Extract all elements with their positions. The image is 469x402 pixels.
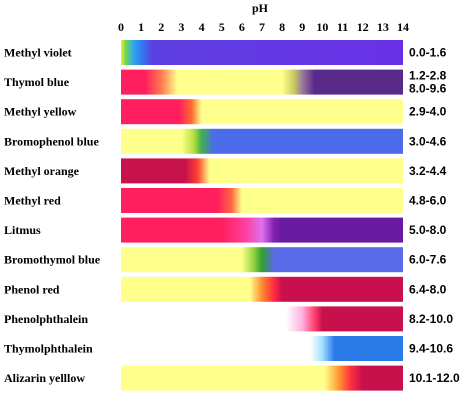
tick-label-7: 7: [259, 20, 265, 34]
indicator-range: 2.9-4.0: [409, 105, 447, 119]
tick-label-14: 14: [397, 20, 409, 34]
indicator-name: Phenolphthalein: [4, 312, 88, 326]
tick-label-13: 13: [377, 20, 389, 34]
indicator-range: 3.2-4.4: [409, 164, 447, 178]
indicator-range: 10.1-12.0: [409, 371, 460, 385]
bar-methyl-red: [121, 188, 403, 213]
x-axis-ticks: 0 1 2 3 4 5 6 7 8 9 10 11 12 13 14: [118, 20, 409, 34]
indicator-name: Bromophenol blue: [4, 134, 99, 148]
indicator-name: Methyl orange: [4, 164, 80, 178]
indicator-name: Phenol red: [4, 282, 60, 296]
chart-title: pH: [252, 1, 269, 15]
bar-thymolphthalein: [310, 336, 403, 361]
indicator-name: Litmus: [4, 223, 41, 237]
indicator-name: Thymol blue: [4, 75, 70, 89]
bar-alizarin-yelllow: [121, 366, 403, 391]
tick-label-5: 5: [219, 20, 225, 34]
indicator-name: Methyl red: [4, 194, 61, 208]
indicator-range: 6.0-7.6: [409, 253, 447, 267]
indicator-range: 3.0-4.6: [409, 134, 447, 148]
tick-label-4: 4: [199, 20, 205, 34]
indicator-name: Bromothymol blue: [4, 253, 101, 267]
tick-label-11: 11: [337, 20, 348, 34]
bar-methyl-violet: [121, 40, 403, 65]
tick-label-2: 2: [158, 20, 164, 34]
indicator-range: 8.2-10.0: [409, 312, 453, 326]
indicator-range: 9.4-10.6: [409, 342, 453, 356]
tick-label-6: 6: [239, 20, 245, 34]
indicator-rows: Methyl violet 0.0-1.6 Thymol blue 1.2-2.8 8.…: [4, 40, 460, 391]
indicator-name: Alizarin yelllow: [4, 371, 85, 385]
indicator-range: 5.0-8.0: [409, 223, 447, 237]
indicator-range: 0.0-1.6: [409, 46, 447, 60]
bar-litmus: [121, 218, 403, 243]
indicator-range: 1.2-2.8 8.0-9.6: [409, 69, 447, 96]
indicator-name: Thymolphthalein: [4, 342, 93, 356]
indicator-range: 6.4-8.0: [409, 282, 447, 296]
bar-bromophenol-blue: [121, 129, 403, 154]
bar-methyl-yellow: [121, 99, 403, 124]
bar-methyl-orange: [121, 158, 403, 183]
bar-phenolphthalein: [286, 306, 403, 331]
tick-label-0: 0: [118, 20, 124, 34]
tick-label-3: 3: [178, 20, 184, 34]
indicator-range: 4.8-6.0: [409, 194, 447, 208]
bar-phenol-red: [121, 277, 403, 302]
tick-label-1: 1: [138, 20, 144, 34]
bar-thymol-blue: [121, 70, 403, 95]
tick-label-9: 9: [299, 20, 305, 34]
indicator-name: Methyl violet: [4, 46, 72, 60]
tick-label-10: 10: [316, 20, 328, 34]
tick-label-8: 8: [279, 20, 285, 34]
bar-bromothymol-blue: [121, 247, 403, 272]
indicator-name: Methyl yellow: [4, 105, 77, 119]
tick-label-12: 12: [357, 20, 369, 34]
